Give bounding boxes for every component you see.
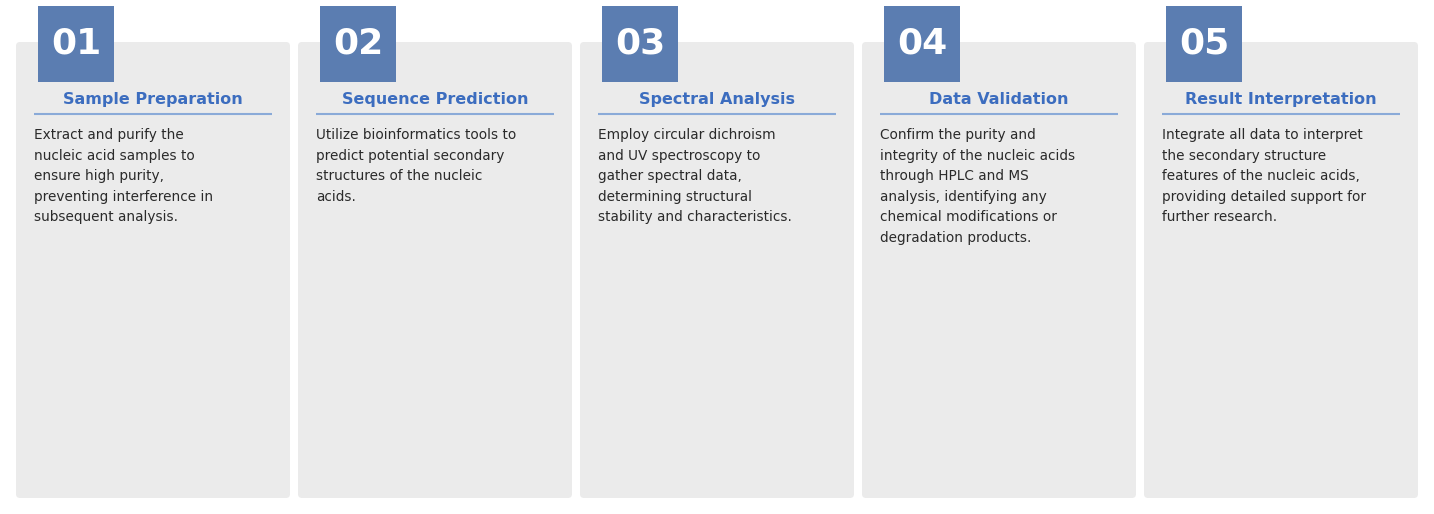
Text: Data Validation: Data Validation — [929, 92, 1068, 107]
FancyBboxPatch shape — [1144, 42, 1418, 498]
FancyBboxPatch shape — [320, 6, 396, 82]
FancyBboxPatch shape — [16, 42, 290, 498]
FancyBboxPatch shape — [883, 6, 959, 82]
Text: Sample Preparation: Sample Preparation — [63, 92, 242, 107]
Text: Integrate all data to interpret
the secondary structure
features of the nucleic : Integrate all data to interpret the seco… — [1162, 128, 1367, 225]
FancyBboxPatch shape — [579, 42, 855, 498]
Text: Result Interpretation: Result Interpretation — [1184, 92, 1377, 107]
FancyBboxPatch shape — [1166, 6, 1242, 82]
FancyBboxPatch shape — [298, 42, 572, 498]
Text: 05: 05 — [1179, 27, 1229, 61]
FancyBboxPatch shape — [37, 6, 113, 82]
Text: Utilize bioinformatics tools to
predict potential secondary
structures of the nu: Utilize bioinformatics tools to predict … — [315, 128, 516, 204]
Text: Sequence Prediction: Sequence Prediction — [341, 92, 528, 107]
Text: Extract and purify the
nucleic acid samples to
ensure high purity,
preventing in: Extract and purify the nucleic acid samp… — [34, 128, 214, 225]
FancyBboxPatch shape — [602, 6, 678, 82]
FancyBboxPatch shape — [862, 42, 1136, 498]
Text: 03: 03 — [615, 27, 665, 61]
Text: 02: 02 — [333, 27, 383, 61]
Text: Confirm the purity and
integrity of the nucleic acids
through HPLC and MS
analys: Confirm the purity and integrity of the … — [880, 128, 1076, 245]
Text: 04: 04 — [896, 27, 946, 61]
Text: Spectral Analysis: Spectral Analysis — [640, 92, 794, 107]
Text: 01: 01 — [50, 27, 102, 61]
Text: Employ circular dichroism
and UV spectroscopy to
gather spectral data,
determini: Employ circular dichroism and UV spectro… — [598, 128, 792, 225]
